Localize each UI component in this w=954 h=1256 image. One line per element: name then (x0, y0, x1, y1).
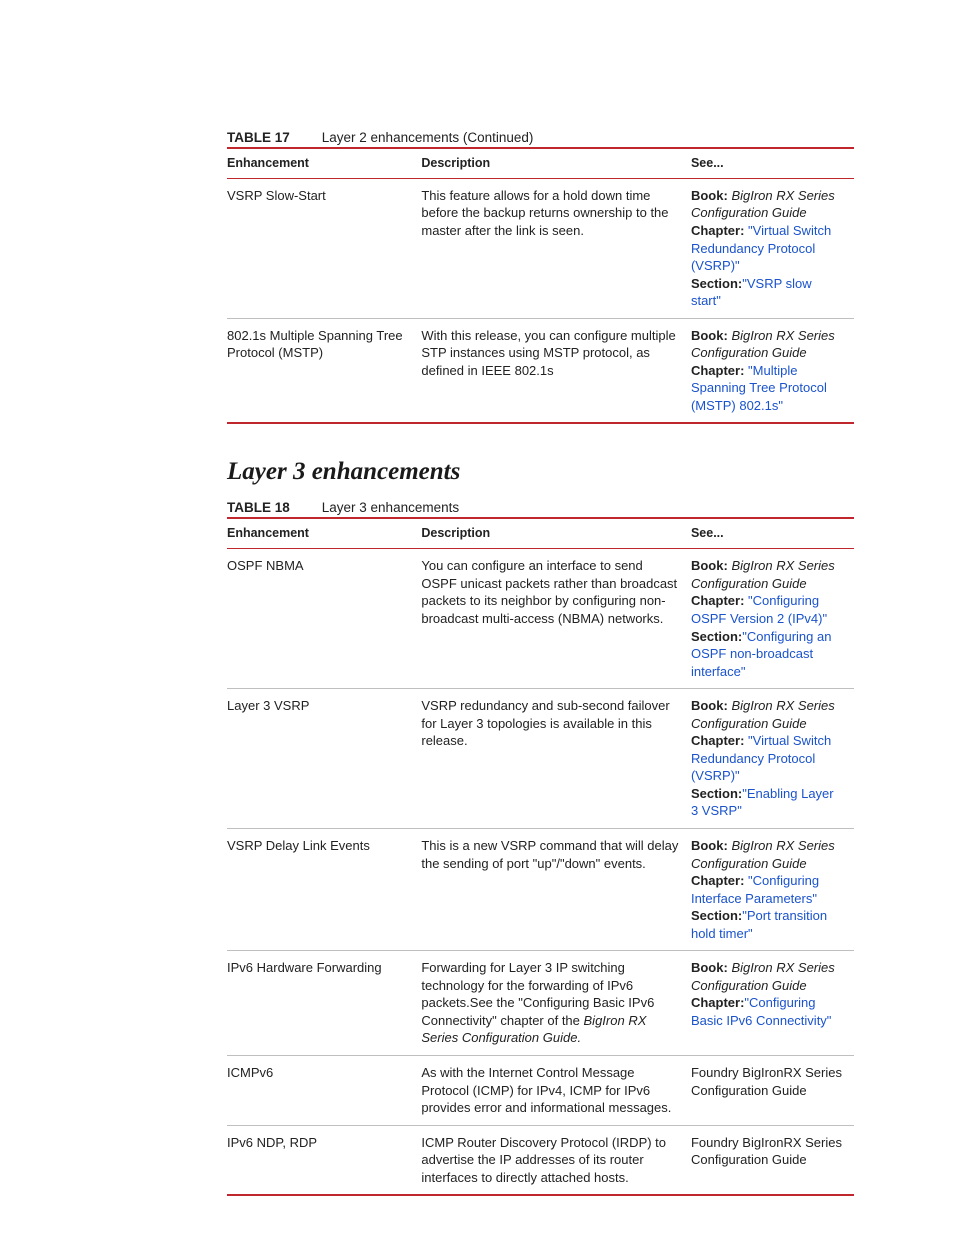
table-row: VSRP Slow-Start This feature allows for … (227, 178, 854, 318)
label-book: Book: (691, 960, 728, 975)
cell-see: Book: BigIron RX Series Configuration Gu… (691, 828, 854, 950)
th-enhancement: Enhancement (227, 148, 421, 178)
table18-head-row: Enhancement Description See... (227, 518, 854, 548)
cell-enh: Layer 3 VSRP (227, 689, 421, 829)
label-chapter: Chapter: (691, 363, 744, 378)
table18: Enhancement Description See... OSPF NBMA… (227, 517, 854, 1196)
table18-title: Layer 3 enhancements (322, 500, 459, 515)
label-section: Section: (691, 786, 742, 801)
label-section: Section: (691, 908, 742, 923)
table-row: OSPF NBMA You can configure an interface… (227, 549, 854, 689)
cell-enh: IPv6 NDP, RDP (227, 1125, 421, 1195)
label-book: Book: (691, 188, 728, 203)
cell-desc: ICMP Router Discovery Protocol (IRDP) to… (421, 1125, 691, 1195)
table-row: IPv6 NDP, RDP ICMP Router Discovery Prot… (227, 1125, 854, 1195)
th-description: Description (421, 518, 691, 548)
cell-see: Foundry BigIronRX Series Configuration G… (691, 1055, 854, 1125)
cell-see: Book: BigIron RX Series Configuration Gu… (691, 178, 854, 318)
cell-enh: OSPF NBMA (227, 549, 421, 689)
th-see: See... (691, 518, 854, 548)
label-section: Section: (691, 629, 742, 644)
label-chapter: Chapter: (691, 733, 744, 748)
cell-enh: VSRP Delay Link Events (227, 828, 421, 950)
cell-see: Book: BigIron RX Series Configuration Gu… (691, 689, 854, 829)
table17-label: TABLE 17 (227, 130, 290, 145)
table-row: VSRP Delay Link Events This is a new VSR… (227, 828, 854, 950)
th-see: See... (691, 148, 854, 178)
label-book: Book: (691, 838, 728, 853)
cell-enh: 802.1s Multiple Spanning Tree Protocol (… (227, 318, 421, 423)
cell-see: Foundry BigIronRX Series Configuration G… (691, 1125, 854, 1195)
table17-title: Layer 2 enhancements (Continued) (322, 130, 534, 145)
cell-see: Book: BigIron RX Series Configuration Gu… (691, 549, 854, 689)
cell-desc: You can configure an interface to send O… (421, 549, 691, 689)
cell-desc: VSRP redundancy and sub-second failover … (421, 689, 691, 829)
cell-desc: Forwarding for Layer 3 IP switching tech… (421, 951, 691, 1056)
label-chapter: Chapter: (691, 593, 744, 608)
label-chapter: Chapter: (691, 873, 744, 888)
label-section: Section: (691, 276, 742, 291)
cell-see: Book: BigIron RX Series Configuration Gu… (691, 318, 854, 423)
cell-enh: ICMPv6 (227, 1055, 421, 1125)
table17: Enhancement Description See... VSRP Slow… (227, 147, 854, 424)
label-book: Book: (691, 328, 728, 343)
cell-see: Book: BigIron RX Series Configuration Gu… (691, 951, 854, 1056)
table18-caption: TABLE 18 Layer 3 enhancements (227, 500, 854, 515)
cell-desc: This is a new VSRP command that will del… (421, 828, 691, 950)
table-row: IPv6 Hardware Forwarding Forwarding for … (227, 951, 854, 1056)
cell-enh: VSRP Slow-Start (227, 178, 421, 318)
cell-desc: With this release, you can configure mul… (421, 318, 691, 423)
table17-caption: TABLE 17 Layer 2 enhancements (Continued… (227, 130, 854, 145)
label-book: Book: (691, 698, 728, 713)
table-row: ICMPv6 As with the Internet Control Mess… (227, 1055, 854, 1125)
label-chapter: Chapter: (691, 223, 744, 238)
cell-desc: As with the Internet Control Message Pro… (421, 1055, 691, 1125)
cell-desc: This feature allows for a hold down time… (421, 178, 691, 318)
page: TABLE 17 Layer 2 enhancements (Continued… (0, 0, 954, 1256)
th-description: Description (421, 148, 691, 178)
label-chapter: Chapter: (691, 995, 744, 1010)
th-enhancement: Enhancement (227, 518, 421, 548)
table-row: Layer 3 VSRP VSRP redundancy and sub-sec… (227, 689, 854, 829)
section-heading-layer3: Layer 3 enhancements (227, 458, 854, 486)
table17-head-row: Enhancement Description See... (227, 148, 854, 178)
table-row: 802.1s Multiple Spanning Tree Protocol (… (227, 318, 854, 423)
cell-enh: IPv6 Hardware Forwarding (227, 951, 421, 1056)
label-book: Book: (691, 558, 728, 573)
table18-label: TABLE 18 (227, 500, 290, 515)
